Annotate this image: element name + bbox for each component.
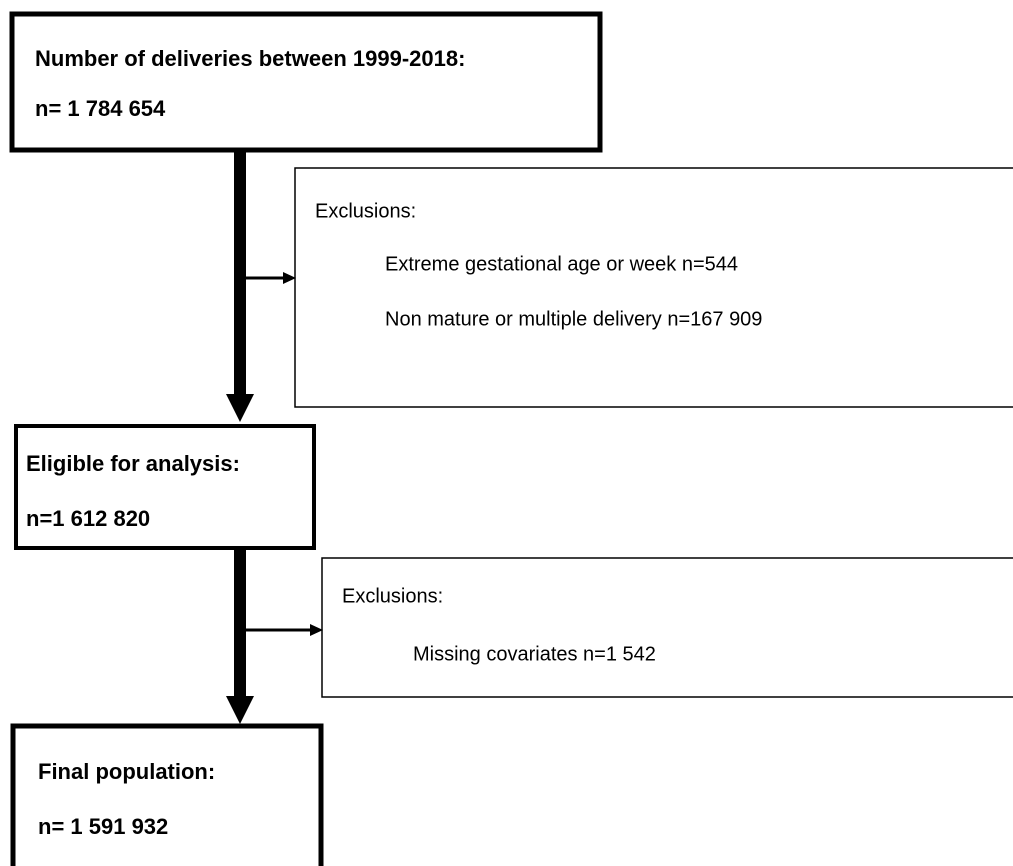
box-title: Number of deliveries between 1999-2018: — [35, 46, 465, 71]
exclusion-title: Exclusions: — [342, 585, 443, 607]
box-title: Final population: — [38, 759, 215, 784]
main-box — [9, 11, 603, 153]
arrow-head — [226, 696, 254, 724]
arrow-head — [226, 394, 254, 422]
box-count: n=1 612 820 — [26, 506, 150, 531]
exclusion-title: Exclusions: — [315, 200, 416, 222]
main-box — [14, 424, 316, 550]
main-box — [10, 723, 324, 866]
box-count: n= 1 784 654 — [35, 96, 166, 121]
exclusion-box — [321, 557, 1013, 698]
arrow-head — [310, 624, 323, 636]
exclusion-item: Extreme gestational age or week n=544 — [385, 253, 738, 275]
exclusion-item: Missing covariates n=1 542 — [413, 643, 656, 665]
box-count: n= 1 591 932 — [38, 814, 168, 839]
exclusion-item: Non mature or multiple delivery n=167 90… — [385, 308, 762, 330]
arrow-head — [283, 272, 296, 284]
box-title: Eligible for analysis: — [26, 451, 240, 476]
exclusion-box — [294, 167, 1013, 408]
